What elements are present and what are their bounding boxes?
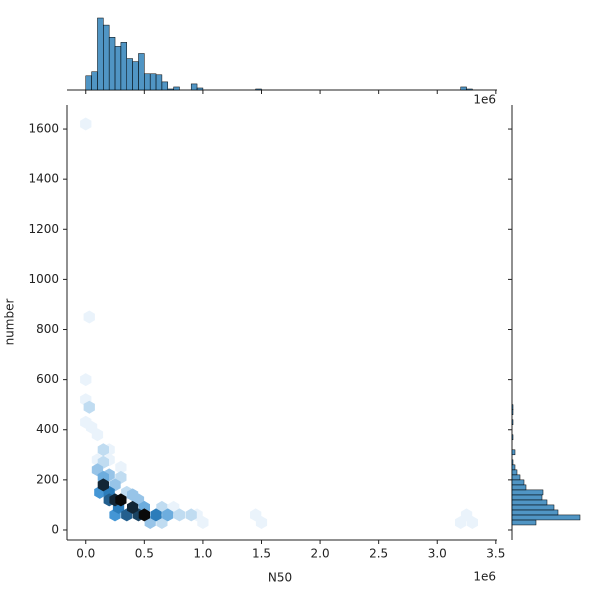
hexbin-cell: [97, 443, 109, 457]
histogram-bar: [138, 53, 145, 91]
x-offset-label: 1e6: [473, 570, 496, 584]
y-tick-label: 800: [36, 322, 59, 336]
hexbin-cell: [138, 508, 150, 522]
histogram-bar: [255, 88, 262, 91]
histogram-bar: [511, 469, 518, 476]
histogram-bar: [114, 46, 122, 91]
histogram-bar: [126, 58, 133, 91]
y-tick-label: 200: [36, 472, 59, 486]
histogram-bar: [511, 474, 521, 481]
histogram-bar: [173, 86, 180, 91]
histogram-bar: [196, 87, 204, 91]
hexbin-cell: [83, 310, 95, 324]
histogram-bar: [511, 464, 516, 471]
hexbin-cell: [115, 493, 127, 507]
histogram-bar: [511, 409, 514, 415]
x-tick-label: 1.5: [252, 547, 271, 561]
histogram-bar: [149, 73, 157, 91]
hexbin-cell: [255, 516, 268, 529]
y-tick-label: 1000: [28, 272, 59, 286]
histogram-bar: [103, 24, 110, 91]
hexbin-cell: [162, 508, 174, 522]
histogram-bar: [511, 499, 548, 506]
x-tick-label: 2.5: [369, 547, 388, 561]
y-tick-label: 0: [51, 522, 59, 536]
histogram-bar: [511, 494, 543, 501]
hexbin-cell: [97, 478, 109, 492]
x-tick-label: 3.5: [486, 547, 505, 561]
histogram-bar: [511, 419, 514, 425]
histogram-bar: [511, 504, 555, 511]
histogram-bar: [132, 61, 139, 91]
hexbin-cell: [80, 117, 92, 131]
hexbin-cell: [185, 508, 197, 522]
histogram-bar: [511, 479, 525, 486]
histogram-bar: [511, 459, 514, 466]
y-tick-label: 600: [36, 372, 59, 386]
histogram-bar: [155, 74, 163, 91]
x-tick-label: 1.0: [193, 547, 212, 561]
histogram-bar: [466, 88, 473, 91]
histogram-bar: [511, 509, 559, 516]
histogram-bar: [161, 81, 169, 91]
histogram-bar: [167, 88, 174, 91]
y-tick-label: 1400: [28, 172, 59, 186]
hexbin-cell: [83, 400, 95, 414]
histogram-bar: [190, 83, 198, 91]
histogram-bar: [511, 484, 527, 491]
x-tick-label: 0.5: [135, 547, 154, 561]
hexbin-cell: [466, 516, 478, 529]
histogram-bar: [511, 434, 514, 441]
histogram-bar: [511, 519, 537, 526]
hexbin-cell: [127, 500, 139, 514]
y-axis-label: number: [3, 299, 17, 346]
histogram-bar: [97, 17, 104, 91]
x-tick-label: 3.0: [428, 547, 447, 561]
top-offset-label: 1e6: [473, 93, 496, 107]
x-tick-label: 0.0: [76, 547, 95, 561]
histogram-bar: [120, 42, 128, 91]
histogram-bar: [511, 514, 581, 521]
y-tick-label: 1200: [28, 222, 59, 236]
hexbin-cell: [80, 373, 92, 387]
histogram-bar: [511, 404, 514, 410]
x-axis-label: N50: [268, 571, 292, 585]
histogram-bar: [144, 73, 151, 91]
y-tick-label: 400: [36, 422, 59, 436]
x-tick-label: 2.0: [311, 547, 330, 561]
histogram-bar: [511, 449, 516, 456]
y-tick-label: 1600: [28, 122, 59, 136]
histogram-bar: [108, 37, 116, 91]
histogram-bar: [91, 71, 98, 91]
histogram-bar: [85, 75, 92, 91]
hexbin-cell: [173, 508, 186, 522]
histogram-bar: [460, 86, 467, 91]
hexbin-cell: [115, 460, 127, 474]
histogram-bar: [511, 489, 544, 496]
hexbin-cell: [91, 428, 104, 442]
hexbin-cell: [150, 508, 162, 522]
